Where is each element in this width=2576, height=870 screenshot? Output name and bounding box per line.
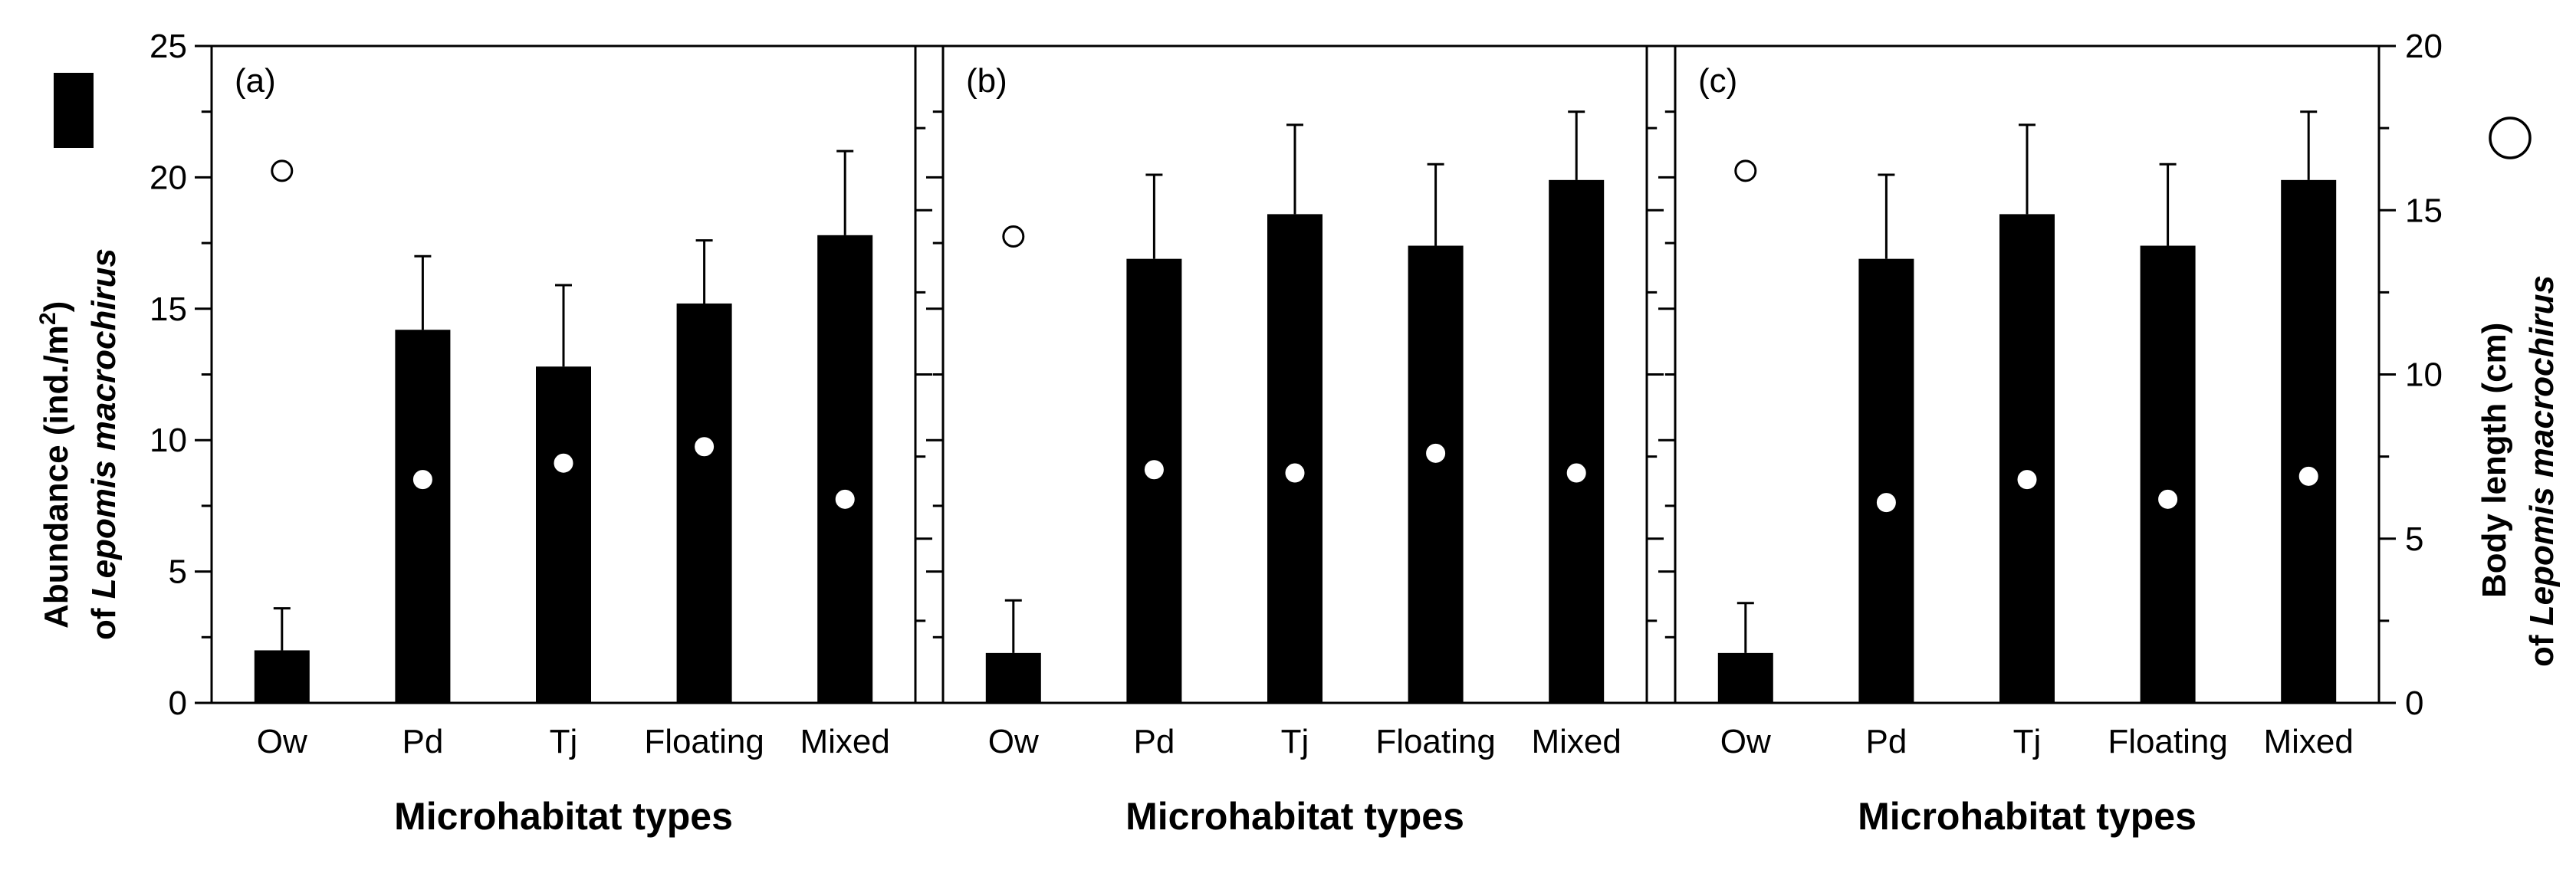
y-left-tick-label: 15 xyxy=(150,291,187,328)
bar-floating xyxy=(676,303,732,704)
circle-legend-icon xyxy=(2489,117,2532,159)
body-length-marker xyxy=(695,437,715,457)
y-axis-right-label-line2: of Lepomis macrochirus xyxy=(2523,275,2561,667)
y-right-tick-label: 15 xyxy=(2405,192,2443,229)
panel-label: (b) xyxy=(966,62,1007,100)
x-axis-label: Microhabitat types xyxy=(1858,795,2196,838)
bar-pd xyxy=(395,330,451,703)
y-left-tick-label: 10 xyxy=(150,422,187,459)
x-axis-label: Microhabitat types xyxy=(394,795,733,838)
x-tick-label: Floating xyxy=(644,723,764,760)
y-left-tick-label: 25 xyxy=(150,28,187,65)
bar-mixed xyxy=(1549,179,1605,703)
body-length-marker-open xyxy=(271,159,294,182)
y-axis-left-label-line2: of Lepomis macrochirus xyxy=(85,248,123,640)
y-left-tick-label: 20 xyxy=(150,159,187,196)
panel-label: (a) xyxy=(235,62,276,100)
chart-panel-a: (a) Ow Pd Tj Floating Mixed Microhabitat types xyxy=(195,44,932,838)
x-tick-label: Floating xyxy=(2108,723,2228,760)
bar-tj xyxy=(1999,214,2055,704)
bar-tj xyxy=(536,366,591,703)
panel-label: (c) xyxy=(1698,62,1737,100)
x-tick-label: Mixed xyxy=(2264,723,2354,760)
bar-ow xyxy=(1717,652,1773,703)
body-length-marker xyxy=(1566,463,1586,483)
bar-floating xyxy=(1408,245,1464,703)
bar-legend-icon xyxy=(54,73,94,148)
panels: (a) Ow Pd Tj Floating Mixed Microhabitat types… xyxy=(195,44,2396,838)
chart-panel-c: (c) Ow Pd Tj Floating Mixed Microhabitat types xyxy=(1658,44,2396,838)
body-length-marker xyxy=(2158,489,2178,509)
y-right-tick-label: 20 xyxy=(2405,28,2443,65)
body-length-marker xyxy=(1144,460,1164,480)
bar-pd xyxy=(1126,258,1182,704)
body-length-marker xyxy=(1426,443,1446,463)
bar-mixed xyxy=(2281,179,2337,703)
body-length-marker xyxy=(2298,466,2318,486)
x-tick-label: Pd xyxy=(1865,723,1907,760)
chart-panel-b: (b) Ow Pd Tj Floating Mixed Microhabitat types xyxy=(926,44,1664,838)
x-tick-label: Pd xyxy=(402,723,443,760)
y-axis-left-label-line1: Abundance (ind./m2) xyxy=(35,301,76,629)
body-length-marker xyxy=(835,489,855,509)
y-right-tick-label: 10 xyxy=(2405,356,2443,394)
y-axis-left-label: Abundance (ind./m2) of Lepomis macrochir… xyxy=(35,248,123,640)
y-right-tick-label: 0 xyxy=(2405,685,2423,722)
x-tick-label: Ow xyxy=(988,723,1039,760)
body-length-marker-open xyxy=(1002,225,1025,248)
x-tick-label: Ow xyxy=(257,723,307,760)
y-left-tick-label: 5 xyxy=(169,553,187,591)
x-tick-label: Mixed xyxy=(1532,723,1622,760)
x-tick-label: Tj xyxy=(550,723,578,760)
y-axis-right-label-line1: Body length (cm) xyxy=(2476,323,2513,598)
body-length-marker xyxy=(1285,463,1305,483)
x-tick-label: Pd xyxy=(1133,723,1175,760)
bar-pd xyxy=(1858,258,1914,704)
x-tick-label: Tj xyxy=(1281,723,1309,760)
body-length-marker xyxy=(554,453,573,473)
body-length-marker xyxy=(1876,493,1896,513)
bar-ow xyxy=(254,650,310,703)
body-length-marker xyxy=(2017,470,2037,490)
axis-ticks: 0 5 10 15 20 25 0 5 10 15 20 xyxy=(150,28,2443,722)
y-axis-right-label: Body length (cm) of Lepomis macrochirus xyxy=(2476,275,2561,667)
bar-mixed xyxy=(817,235,873,703)
bar-ow xyxy=(985,652,1041,703)
y-right-tick-label: 5 xyxy=(2405,520,2423,558)
x-tick-label: Mixed xyxy=(800,723,890,760)
body-length-marker xyxy=(412,470,432,490)
x-tick-label: Tj xyxy=(2013,723,2042,760)
x-axis-label: Microhabitat types xyxy=(1125,795,1464,838)
y-left-tick-label: 0 xyxy=(169,685,187,722)
x-tick-label: Floating xyxy=(1375,723,1496,760)
bar-tj xyxy=(1267,214,1322,704)
x-tick-label: Ow xyxy=(1720,723,1771,760)
body-length-marker-open xyxy=(1734,159,1757,182)
bar-floating xyxy=(2140,245,2196,703)
